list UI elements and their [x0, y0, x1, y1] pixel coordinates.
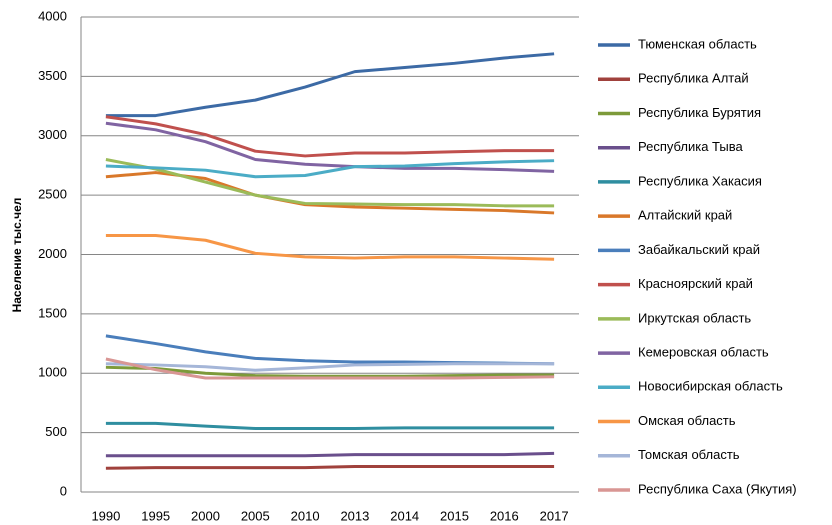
series-line: [105, 464, 555, 470]
y-tick-label: 3500: [38, 68, 67, 83]
legend-label: Республика Алтай: [638, 71, 749, 86]
series-line: [105, 362, 555, 372]
legend-label: Республика Саха (Якутия): [638, 481, 797, 496]
legend-label: Красноярский край: [638, 276, 753, 291]
legend-label: Забайкальский край: [638, 242, 760, 257]
series-line: [105, 121, 555, 173]
legend-label: Омская область: [638, 413, 736, 428]
legend-label: Тюменская область: [638, 36, 757, 51]
y-tick-label: 1000: [38, 365, 67, 380]
series-line: [105, 115, 555, 158]
series-line: [105, 451, 555, 458]
y-tick-label: 3000: [38, 127, 67, 142]
x-tick-label: 2005: [241, 508, 270, 523]
legend-label: Республика Тыва: [638, 139, 744, 154]
legend-label: Республика Бурятия: [638, 105, 761, 120]
x-tick-label: 2017: [540, 508, 569, 523]
legend-label: Томская область: [638, 447, 740, 462]
x-tick-label: 2013: [340, 508, 369, 523]
legend-label: Алтайский край: [638, 208, 732, 223]
series-line: [105, 421, 555, 430]
x-tick-label: 2010: [291, 508, 320, 523]
series-line: [105, 357, 555, 380]
y-tick-label: 500: [45, 424, 67, 439]
series-line: [105, 52, 555, 118]
x-tick-label: 2015: [440, 508, 469, 523]
y-tick-label: 4000: [38, 8, 67, 23]
series-line: [105, 334, 555, 366]
y-tick-label: 2500: [38, 187, 67, 202]
x-tick-label: 2016: [490, 508, 519, 523]
x-tick-label: 2014: [390, 508, 419, 523]
legend-label: Новосибирская область: [638, 379, 783, 394]
legend-label: Республика Хакасия: [638, 173, 762, 188]
legend-label: Иркутская область: [638, 310, 751, 325]
series-line: [105, 365, 555, 378]
x-tick-label: 1995: [141, 508, 170, 523]
x-tick-label: 1990: [91, 508, 120, 523]
y-tick-label: 1500: [38, 305, 67, 320]
series-line: [105, 159, 555, 179]
legend-label: Кемеровская область: [638, 345, 769, 360]
y-tick-label: 0: [60, 483, 67, 498]
y-axis-label: Население тыс.чел: [10, 198, 24, 313]
x-tick-label: 2000: [191, 508, 220, 523]
series-line: [105, 234, 555, 261]
y-tick-label: 2000: [38, 246, 67, 261]
series-line: [105, 158, 555, 208]
